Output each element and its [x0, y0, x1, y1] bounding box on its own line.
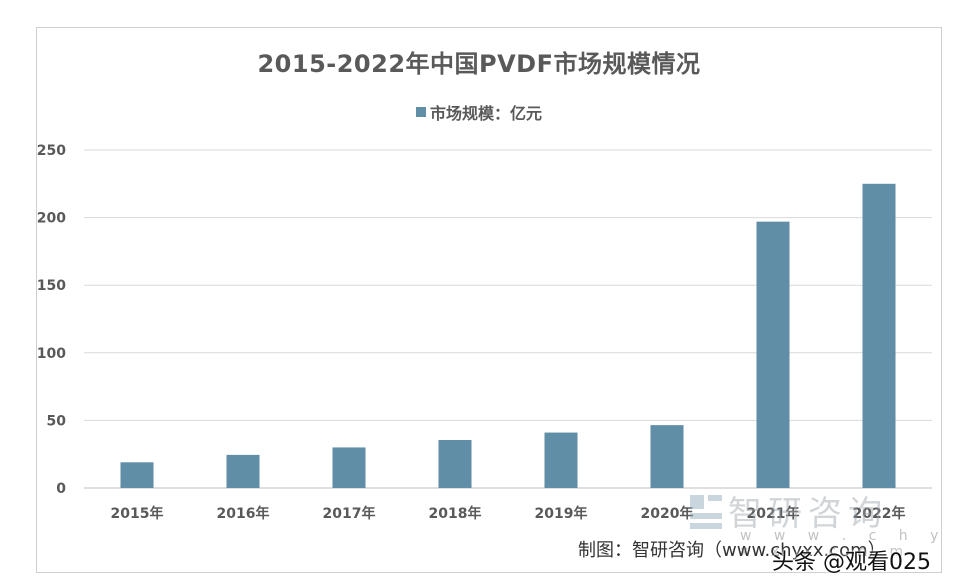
- legend-swatch: [415, 107, 426, 117]
- source-overlay: 头条 @观看025: [772, 550, 931, 575]
- x-tick-label: 2019年: [535, 505, 588, 522]
- bar: [756, 221, 790, 488]
- x-axis-ticks: 2015年 2016年 2017年 2018年 2019年 2020年 2021年 2022年: [111, 505, 906, 522]
- bar: [120, 462, 154, 488]
- y-tick-label: 250: [37, 143, 66, 159]
- watermark-url: w w w . c h y x x . c o m: [740, 528, 948, 560]
- logo-mark-icon: [688, 493, 724, 529]
- x-tick-label: 2020年: [641, 505, 694, 522]
- x-tick-label: 2016年: [217, 505, 270, 522]
- gridlines: [84, 149, 932, 489]
- y-tick-label: 100: [37, 346, 66, 362]
- y-tick-label: 150: [37, 278, 66, 294]
- bar: [650, 425, 684, 488]
- watermark-text: 智研咨询: [728, 494, 888, 534]
- bar: [544, 432, 578, 488]
- chart-title: 2015-2022年中国PVDF市场规模情况: [257, 50, 701, 78]
- x-tick-label: 2021年: [747, 505, 800, 522]
- x-tick-label: 2015年: [111, 505, 164, 522]
- y-tick-label: 200: [37, 211, 66, 227]
- x-tick-label: 2022年: [853, 505, 906, 522]
- x-tick-label: 2018年: [429, 505, 482, 522]
- y-tick-label: 0: [56, 481, 66, 497]
- bar: [332, 447, 366, 488]
- chart-credit: 制图：智研咨询（www.chyxx.com）: [578, 540, 886, 561]
- x-tick-label: 2017年: [323, 505, 376, 522]
- bar: [862, 183, 896, 489]
- y-tick-label: 50: [47, 413, 67, 429]
- bars: [120, 183, 896, 489]
- bar: [226, 454, 260, 488]
- watermark-logo: 智研咨询: [688, 486, 888, 535]
- legend: 市场规模：亿元: [0, 100, 958, 124]
- chart-frame: [36, 27, 942, 573]
- legend-label: 市场规模：亿元: [429, 104, 542, 123]
- bar: [438, 440, 472, 488]
- y-axis-ticks: 0 50 100 150 200 250: [37, 143, 66, 497]
